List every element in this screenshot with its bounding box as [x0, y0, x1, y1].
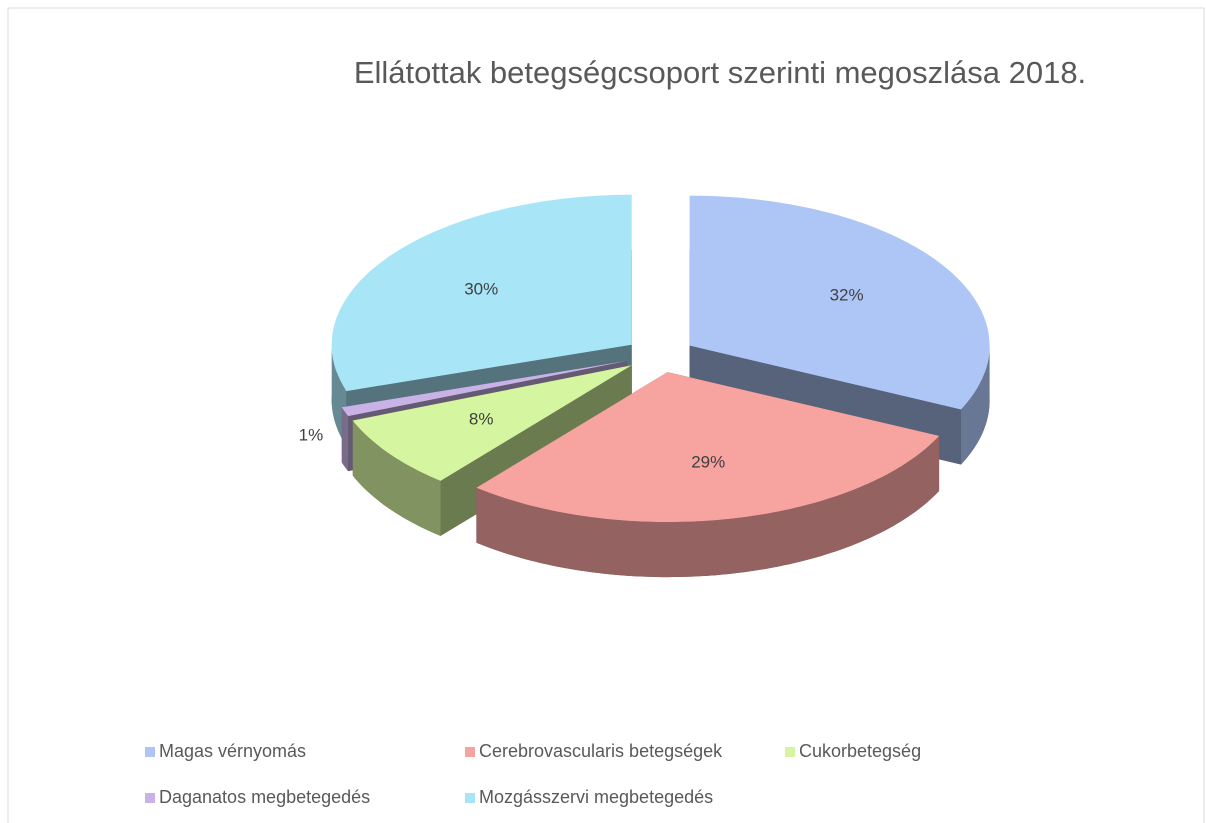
slice-top — [331, 194, 632, 392]
slice-edge — [352, 420, 441, 536]
slice-top — [352, 365, 632, 481]
legend-swatch — [465, 747, 475, 757]
slice-top — [341, 360, 628, 417]
data-label: 29% — [691, 452, 725, 471]
legend-label: Cukorbetegség — [799, 741, 921, 761]
legend-label: Cerebrovascularis betegségek — [479, 741, 723, 761]
slice-edge — [961, 345, 990, 465]
legend-swatch — [145, 747, 155, 757]
data-label: 30% — [464, 280, 498, 299]
slice-edge — [341, 407, 349, 472]
data-label: 32% — [830, 285, 864, 304]
chart-title: Ellátottak betegségcsoport szerinti mego… — [354, 55, 1086, 90]
legend-swatch — [465, 793, 475, 803]
slice-top — [689, 195, 990, 410]
slice-edge — [476, 435, 940, 578]
data-label: 1% — [299, 425, 324, 444]
slice — [476, 372, 940, 578]
data-label: 8% — [469, 409, 494, 428]
legend-label: Magas vérnyomás — [159, 741, 306, 761]
pie — [331, 194, 990, 578]
legend-swatch — [145, 793, 155, 803]
legend-label: Mozgásszervi megbetegedés — [479, 787, 713, 807]
legend-swatch — [785, 747, 795, 757]
slice-top — [476, 372, 940, 523]
legend-label: Daganatos megbetegedés — [159, 787, 370, 807]
